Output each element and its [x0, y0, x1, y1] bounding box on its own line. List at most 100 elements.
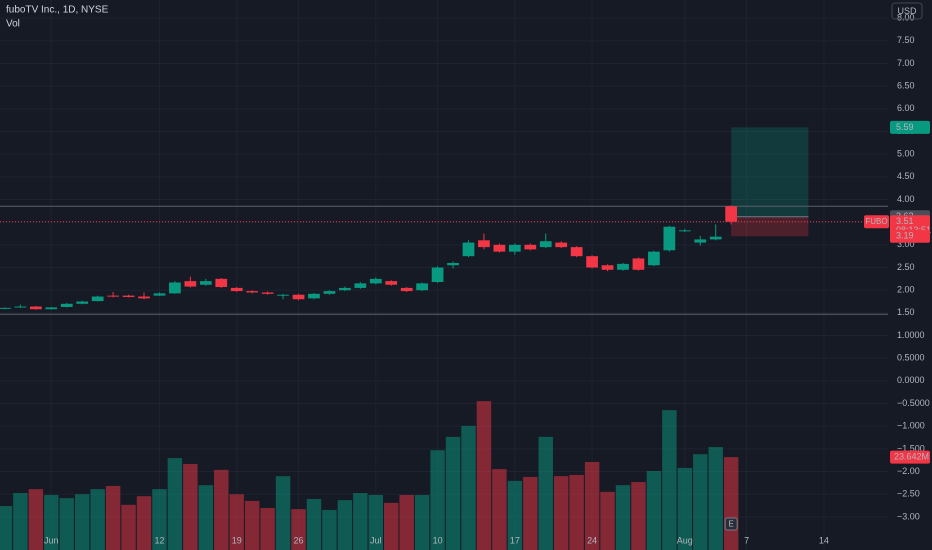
stop-label-box [890, 229, 930, 243]
candle-body [261, 292, 274, 294]
candle-body [648, 251, 660, 266]
volume-bar [430, 450, 445, 550]
candle-body [493, 244, 506, 252]
volume-bar [136, 496, 152, 550]
y-tick-label: 6.00 [897, 103, 915, 113]
candle-body [369, 278, 382, 284]
volume-bar [631, 482, 646, 550]
y-tick-label: 0.5000 [897, 353, 925, 363]
x-tick-label: 10 [433, 535, 443, 545]
currency-button[interactable] [891, 2, 923, 20]
currency[interactable]: USD [897, 6, 917, 16]
candle-body [524, 244, 537, 250]
candle-body [462, 242, 475, 257]
loss-zone [731, 216, 809, 237]
candle-body [277, 294, 289, 296]
volume-bar [461, 425, 476, 550]
symbol-tag: FUBO [865, 217, 887, 226]
candle-body [663, 226, 676, 251]
volume-bar [476, 401, 492, 550]
x-tick-label: Aug [677, 535, 693, 545]
volume-bar [183, 463, 198, 550]
earnings-badge [724, 517, 738, 531]
candle-body [586, 256, 598, 268]
candle-body [601, 265, 614, 270]
y-tick-label: 2.50 [897, 262, 915, 272]
volume-bar [723, 457, 739, 550]
x-tick-label: 24 [587, 535, 597, 545]
volume-bar [59, 498, 74, 550]
volume-pane [0, 401, 739, 550]
candle-body [400, 287, 413, 292]
volume-bar [538, 436, 553, 550]
candle-body [323, 291, 336, 294]
candle-body [354, 283, 367, 288]
y-tick-label: 0.0000 [897, 375, 925, 385]
stop-label: 3.19 [896, 231, 914, 241]
y-tick-label: −1.500 [897, 443, 925, 453]
volume-bar [677, 467, 693, 550]
y-tick-label: 2.00 [897, 285, 915, 295]
volume-bar [615, 485, 631, 550]
y-tick-label: −2.50 [897, 489, 920, 499]
candle-body [725, 206, 738, 222]
candle-body [215, 278, 228, 288]
x-tick-label: 19 [232, 535, 242, 545]
candle-body [416, 283, 429, 291]
candle-body [478, 240, 490, 248]
candle-body [230, 287, 243, 292]
candle-body [184, 281, 197, 287]
volume-bar [244, 500, 260, 550]
volume-bar [445, 436, 461, 550]
y-tick-label: −1.000 [897, 421, 925, 431]
y-tick-label: −3.00 [897, 511, 920, 521]
volume-bar [0, 506, 13, 550]
y-tick-label: 7.50 [897, 35, 915, 45]
volume-bar [399, 495, 414, 550]
volume-bar [121, 504, 136, 550]
y-tick-label: −2.00 [897, 466, 920, 476]
volume-bar [28, 489, 44, 550]
candle-body [91, 296, 104, 302]
volume-bar [414, 495, 430, 550]
y-tick-label: 8.00 [897, 13, 915, 23]
candle-body [153, 293, 166, 296]
y-tick-label: 1.50 [897, 307, 915, 317]
x-tick-label: 14 [819, 535, 829, 545]
candles: E [0, 205, 738, 531]
x-tick-label: Jun [44, 535, 59, 545]
candle-body [292, 294, 305, 300]
y-tick-label: 6.50 [897, 81, 915, 91]
volume-bar [693, 454, 708, 550]
volume-bar [44, 495, 59, 550]
y-tick-label: 5.00 [897, 149, 915, 159]
volume-bar [13, 493, 28, 550]
volume-bar [152, 489, 167, 550]
volume-bar [353, 493, 368, 550]
candle-body [570, 247, 583, 257]
volume-bar [569, 474, 584, 550]
candle-body [431, 267, 444, 283]
candle-body [385, 281, 398, 285]
profit-zone [731, 127, 809, 217]
volume-bar [198, 485, 214, 550]
y-tick-label: 1.0000 [897, 330, 925, 340]
candle-body [447, 262, 459, 266]
x-tick-label: 7 [744, 535, 749, 545]
volume-bar [229, 494, 244, 550]
chart-title: fuboTV Inc., 1D, NYSE [6, 5, 109, 16]
volume-bar [492, 469, 507, 550]
volume-title: Vol [6, 19, 20, 30]
x-tick-label: 12 [154, 535, 164, 545]
candle-body [169, 282, 181, 294]
candle-body [709, 236, 722, 240]
volume-bar [646, 471, 662, 550]
volume-bar [600, 491, 615, 550]
candle-body [539, 241, 552, 248]
volume-bar [306, 498, 322, 550]
volume-bar [584, 462, 600, 550]
volume-bar [507, 480, 523, 550]
volume-bar [167, 458, 183, 550]
candle-body [308, 293, 320, 299]
